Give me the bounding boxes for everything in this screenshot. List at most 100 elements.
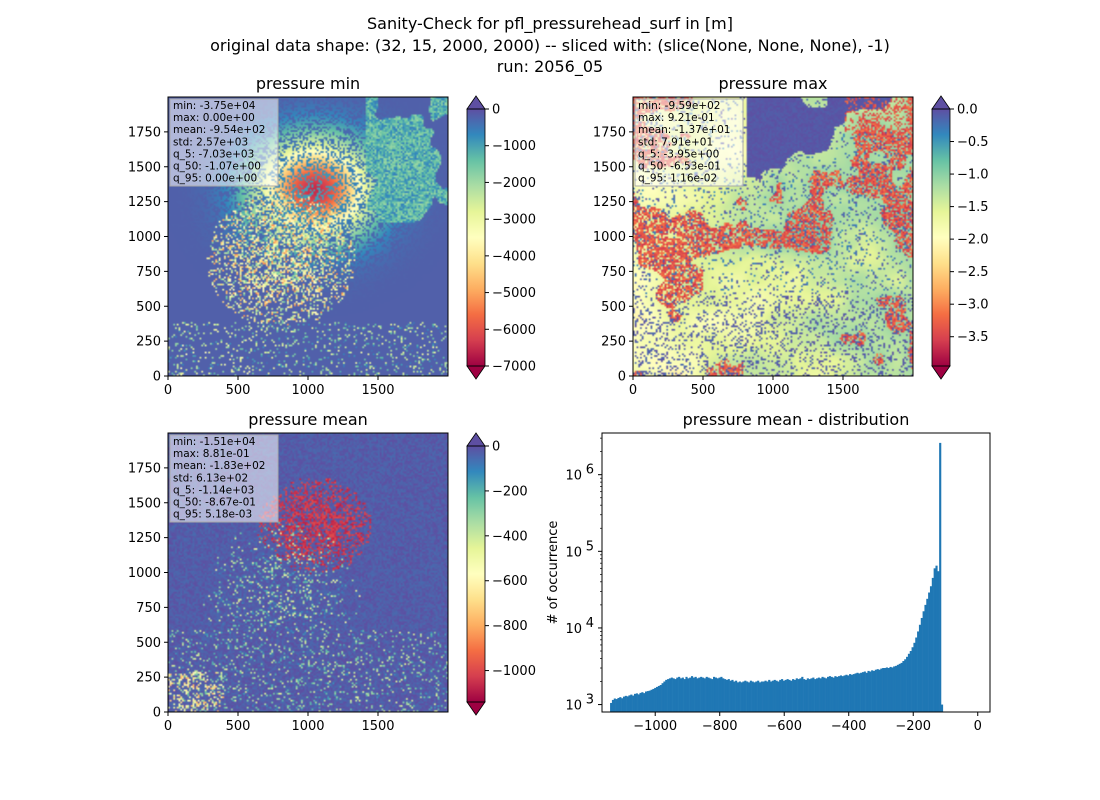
histogram-bar <box>887 668 890 712</box>
stats-box <box>169 98 279 187</box>
histogram-bar <box>803 679 806 712</box>
y-tick-label: 250 <box>136 671 161 686</box>
histogram-bar <box>885 667 888 712</box>
histogram-bar <box>821 676 824 712</box>
stats-line: std: 7.91e+01 <box>638 136 713 148</box>
y-tick-label: 1750 <box>128 125 161 140</box>
axes-frame <box>601 432 991 713</box>
histogram-bar <box>683 679 686 712</box>
histogram-bar <box>777 681 780 712</box>
histogram-bar <box>663 681 666 712</box>
stats-box <box>634 98 744 187</box>
colorbar-tick-label: −200 <box>492 484 528 499</box>
y-tick-exponent: 6 <box>586 463 594 478</box>
histogram-bar <box>707 677 710 712</box>
histogram-bar <box>883 668 887 712</box>
y-tick-label: 1750 <box>128 461 161 476</box>
colorbar-frame <box>931 108 951 367</box>
colorbar-body <box>467 446 485 702</box>
stats-line: mean: -9.54e+02 <box>173 124 265 136</box>
y-tick-label: 1750 <box>593 125 626 140</box>
histogram-bar <box>740 682 743 712</box>
histogram-bar <box>906 656 909 712</box>
colorbar-tick-label: −2.5 <box>957 265 989 280</box>
histogram-bar <box>872 670 876 712</box>
colorbar-tick-label: −400 <box>492 529 528 544</box>
heatmap-panel: pressure min 0 500 1000 1500 0 250 500 750 1000 12… <box>128 74 449 398</box>
stats-line: q_50: -1.07e+00 <box>173 161 261 173</box>
histogram-bar <box>939 442 942 712</box>
x-tick-label: 0 <box>164 383 172 398</box>
colorbar-frame <box>466 108 486 367</box>
histogram-bar <box>657 685 661 712</box>
histogram-bar <box>705 676 708 712</box>
histogram-bar <box>672 678 675 712</box>
x-tick-label: 1500 <box>361 383 394 398</box>
colorbar-tick-label: −1.5 <box>957 200 989 215</box>
stats-line: std: 6.13e+02 <box>173 472 248 484</box>
histogram-bar <box>644 691 648 712</box>
colorbar-tick-label: −6000 <box>492 323 536 338</box>
histogram-bar <box>628 695 631 712</box>
stats-line: mean: -1.37e+01 <box>638 124 730 136</box>
histogram-bar <box>902 661 905 712</box>
colorbar-tick-label: 0.0 <box>957 103 978 118</box>
colorbar-tick-label: −600 <box>492 574 528 589</box>
histogram-bar <box>871 670 874 712</box>
heatmap-panel: pressure max 0 500 1000 1500 0 250 500 750 1000 12… <box>593 74 914 398</box>
histogram-bar <box>812 677 815 712</box>
histogram-bar <box>639 692 642 712</box>
histogram-bar <box>724 679 727 712</box>
axes-title: pressure max <box>718 74 827 93</box>
histogram-bar <box>729 680 732 712</box>
colorbar-tick-label: −800 <box>492 619 528 634</box>
histogram-bar <box>882 668 885 712</box>
histogram-bar <box>622 696 626 712</box>
histogram-bar <box>679 678 683 712</box>
y-tick-exponent: 4 <box>586 616 594 631</box>
histogram-bar <box>758 682 762 712</box>
histogram-bar <box>880 668 883 712</box>
histogram-bar <box>817 677 820 712</box>
histogram-bar <box>775 680 778 712</box>
colorbar-tick-label: −3.5 <box>957 330 989 345</box>
stats-line: min: -1.51e+04 <box>173 436 256 448</box>
histogram-bar <box>904 659 907 712</box>
x-tick-label: −800 <box>702 719 738 734</box>
suptitle-line-2: original data shape: (32, 15, 2000, 2000… <box>210 36 890 55</box>
stats-line: mean: -1.83e+02 <box>173 460 265 472</box>
stats-line: q_5: -1.14e+03 <box>173 484 254 496</box>
histogram-bar <box>652 688 655 712</box>
histogram-bar <box>781 679 784 712</box>
x-tick-label: −1000 <box>633 719 677 734</box>
histogram-bar <box>931 577 934 712</box>
y-tick-label: 10 <box>565 545 582 560</box>
suptitle-line-3: run: 2056_05 <box>497 57 603 77</box>
x-tick-label: −200 <box>895 719 931 734</box>
histogram-bar <box>852 674 855 712</box>
histogram-bar <box>935 565 938 712</box>
histogram-bar <box>621 698 624 712</box>
histogram-bar <box>856 672 859 712</box>
histogram-bar <box>895 665 898 712</box>
histogram-bar <box>718 677 721 712</box>
histogram-bar <box>632 695 635 712</box>
histogram-bar <box>896 664 899 712</box>
colorbar: 0.0 −0.5 −1.0 −1.5 −2.0 −2.5 −3.0 −3.5 <box>931 95 989 380</box>
colorbar-tick-label: 0 <box>492 103 500 118</box>
histogram-bar <box>799 678 802 712</box>
stats-line: min: -3.75e+04 <box>173 100 256 112</box>
histogram-bar <box>830 676 833 712</box>
y-tick-label: 0 <box>153 706 161 721</box>
histogram-bar <box>731 679 734 712</box>
colorbar-tick-label: −0.5 <box>957 135 989 150</box>
histogram-bar <box>733 681 736 712</box>
histogram-bar <box>900 662 903 712</box>
histogram-bar <box>700 676 703 712</box>
y-tick-label: 750 <box>136 601 161 616</box>
x-tick-label: 1000 <box>756 383 789 398</box>
histogram-bar <box>659 685 662 712</box>
y-tick-label: 1500 <box>128 160 161 175</box>
stats-line: q_95: 1.16e-02 <box>638 173 717 185</box>
